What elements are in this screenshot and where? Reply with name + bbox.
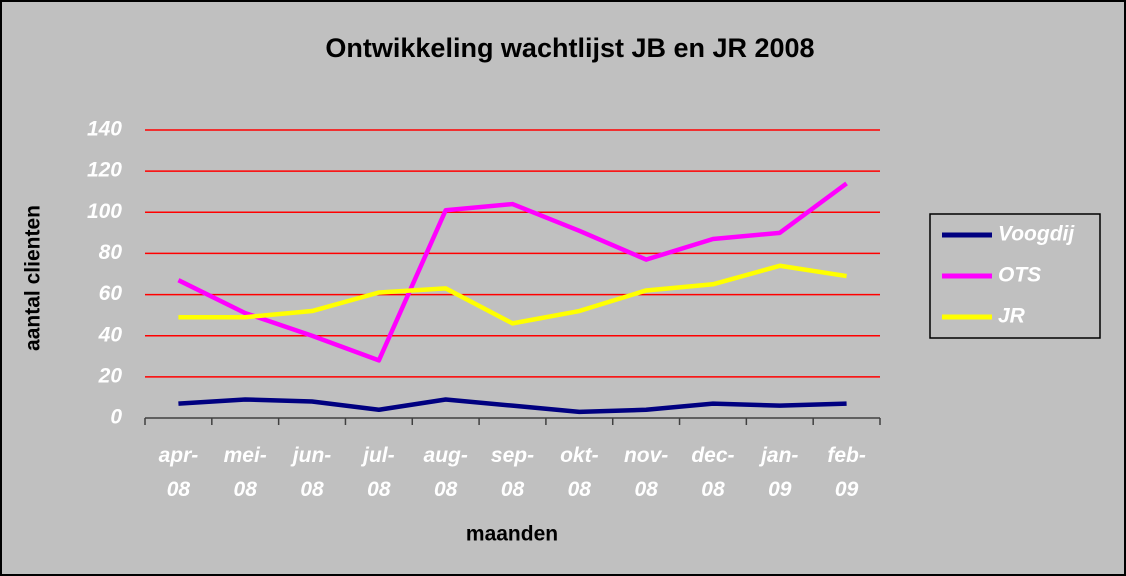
x-tick-label: apr-08 <box>159 444 199 501</box>
x-tick-label: aug-08 <box>424 444 468 501</box>
y-tick-label: 100 <box>87 200 122 223</box>
x-tick-label: jul-08 <box>360 444 395 501</box>
y-tick-label: 80 <box>99 241 123 264</box>
x-tick-label: mei-08 <box>224 444 267 501</box>
y-tick-label: 60 <box>99 282 123 305</box>
line-series <box>177 181 848 363</box>
y-tick-label: 120 <box>87 159 122 182</box>
y-axis-label: aantal clienten <box>22 205 45 351</box>
y-tick-label: 140 <box>87 118 122 141</box>
legend-label: OTS <box>998 264 1041 287</box>
x-tick-label: okt-08 <box>560 444 599 501</box>
y-tick-label: 20 <box>98 364 123 387</box>
y-tick-label: 40 <box>98 323 123 346</box>
x-tick-label: jun-08 <box>290 444 331 501</box>
line-series <box>178 397 847 415</box>
x-tick-label: feb-09 <box>827 444 866 501</box>
legend-label: JR <box>998 305 1026 328</box>
x-tick-label: nov-08 <box>624 444 668 501</box>
line-series <box>178 263 847 326</box>
x-axis-label: maanden <box>466 523 558 546</box>
y-tick-label: 0 <box>110 406 122 429</box>
x-tick-label: dec-08 <box>691 444 734 501</box>
x-tick-label: jan-09 <box>758 444 798 501</box>
legend-label: Voogdij <box>998 223 1075 246</box>
chart-title: Ontwikkeling wachtlijst JB en JR 2008 <box>325 33 814 63</box>
x-tick-label: sep-08 <box>491 444 534 501</box>
